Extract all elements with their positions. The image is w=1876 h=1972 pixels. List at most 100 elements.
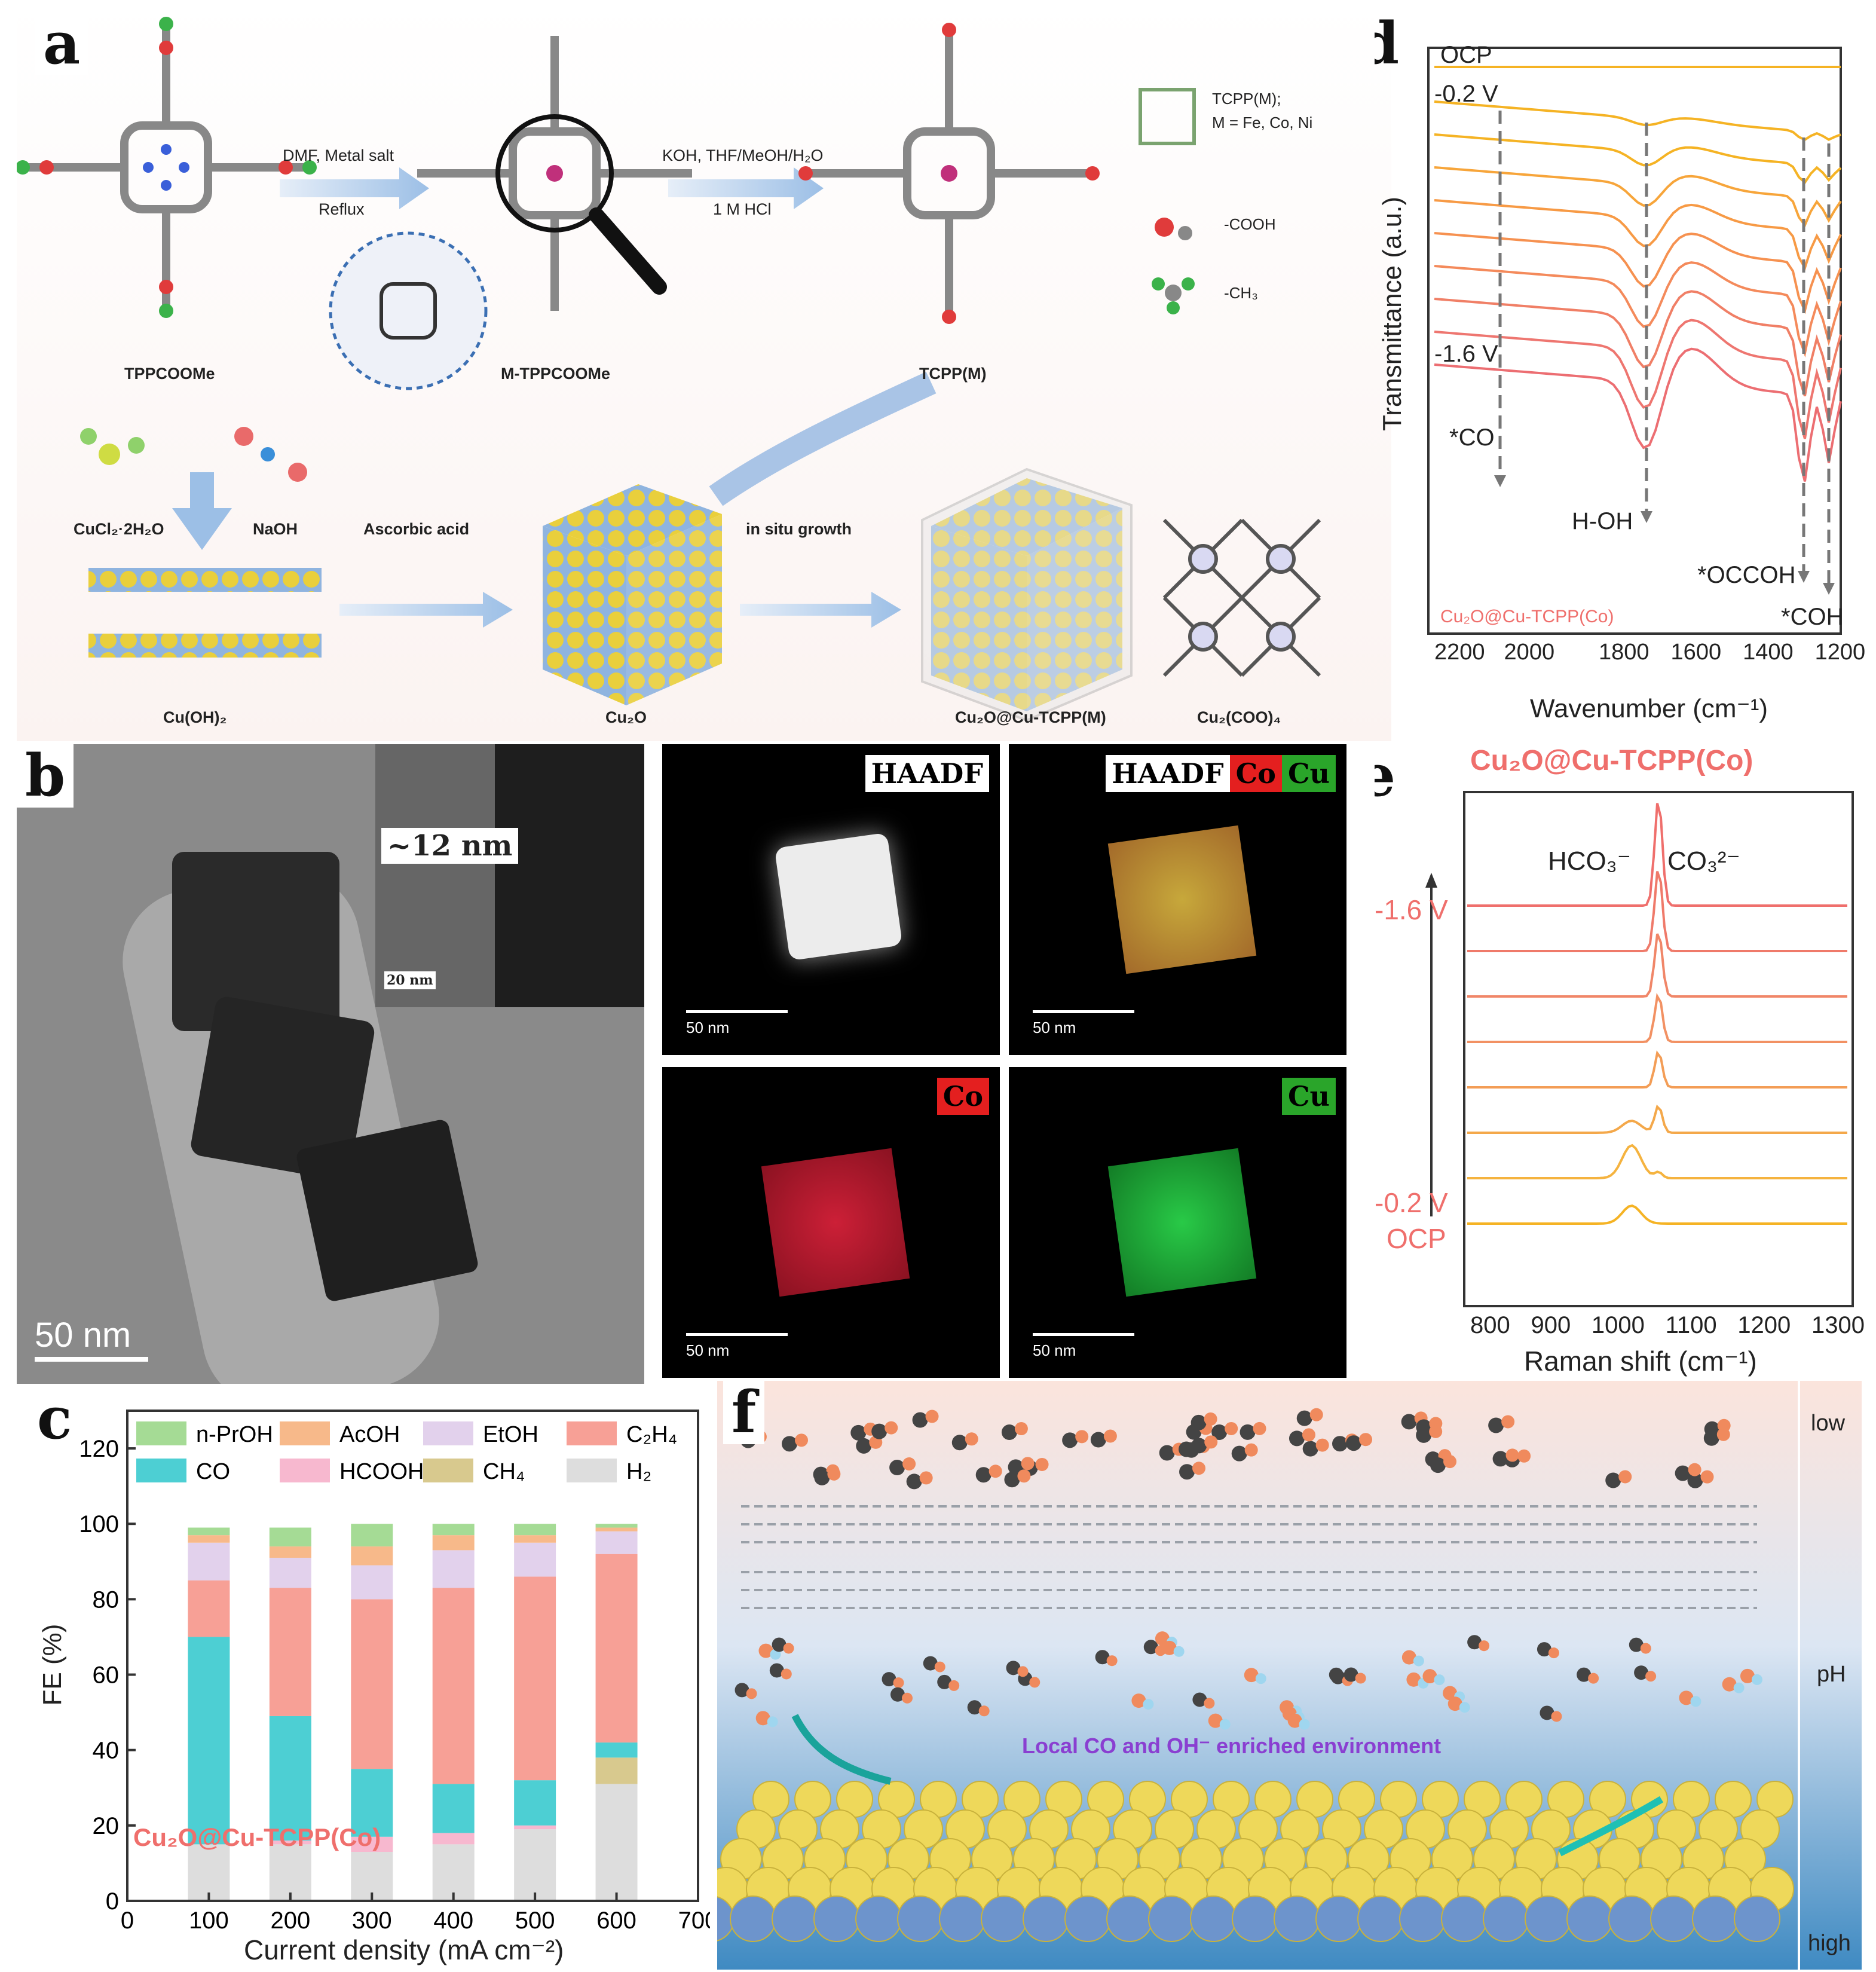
raman-xticks: 800 900 1000 1100 1200 1300 [1470, 1312, 1865, 1339]
label-cucl2: CuCl₂·2H₂O [74, 520, 164, 538]
x-tick-label: 300 [352, 1907, 392, 1934]
co-molecule [923, 1656, 938, 1671]
legend-label: CO [196, 1459, 230, 1484]
arrow-step2 [668, 167, 824, 209]
co-molecule [1179, 1464, 1195, 1480]
label-m-tppcoome: M-TPPCOOMe [501, 365, 611, 383]
tem-image: 20 nm ~12 nm 50 nm [17, 744, 644, 1384]
co-molecule [1634, 1665, 1649, 1680]
label-step4: in situ growth [746, 520, 852, 538]
co-molecule [735, 1683, 749, 1698]
map-tag: Cu [1281, 1078, 1336, 1115]
raman-ocp: OCP [1387, 1223, 1446, 1254]
bar-segment [514, 1524, 556, 1536]
label-tcpp-line1: TCPP(M); [1212, 90, 1281, 108]
co-molecule [1192, 1692, 1207, 1707]
mof-layers [741, 1505, 1757, 1609]
reagent-molecules [80, 427, 307, 482]
legend-label: HCOOH [339, 1459, 424, 1484]
bar-segment [188, 1527, 230, 1536]
label-cu2o-cu-tcpp: Cu₂O@Cu-TCPP(M) [955, 708, 1106, 726]
legend-swatch [280, 1421, 330, 1445]
bar-segment [595, 1524, 638, 1528]
spectrum-curve [1434, 290, 1842, 397]
co-molecule [890, 1687, 905, 1702]
panel-a-label: a [35, 12, 89, 75]
ftir-peak-co: *CO [1449, 424, 1495, 451]
map-haadf: HAADF 50 nm [662, 744, 1000, 1055]
label-ch3: -CH₃ [1224, 284, 1258, 302]
core-shell-cube [921, 467, 1133, 722]
bar-segment [269, 1840, 311, 1845]
panel-e: e Cu₂O@Cu-TCPP(Co) HCO₃⁻ CO₃²⁻ -1.6 V -0… [1375, 744, 1876, 1390]
ftir-peak-hoh: H-OH [1572, 508, 1633, 534]
oh-ion [755, 1711, 770, 1726]
co-molecule [1095, 1650, 1110, 1665]
panel-e-label: e [1375, 744, 1396, 809]
co-molecule [1179, 1441, 1195, 1457]
co-molecule [882, 1672, 896, 1687]
map-tag: Co [937, 1078, 989, 1115]
co-molecule [1008, 1459, 1024, 1475]
co-molecule [889, 1460, 905, 1476]
ftir-peak-coh: *COH [1781, 604, 1844, 630]
oh-ion [758, 1643, 773, 1658]
ftir-xtick: 1600 [1670, 640, 1722, 665]
bar-segment [351, 1565, 393, 1600]
bar-segment [432, 1844, 475, 1901]
oh-ion [1740, 1668, 1755, 1683]
co-molecule [782, 1436, 798, 1452]
oh-ion [1208, 1713, 1223, 1728]
ftir-ocp: OCP [1440, 42, 1492, 68]
co-molecule [1211, 1424, 1228, 1440]
co-molecule [1629, 1637, 1644, 1652]
oh-ion [1679, 1690, 1694, 1705]
raman-xtick: 1100 [1665, 1312, 1717, 1338]
map-scale: 50 nm [686, 1341, 730, 1359]
co-molecule [1004, 1472, 1020, 1488]
bar-segment [351, 1836, 393, 1852]
raman-title: Cu₂O@Cu-TCPP(Co) [1470, 745, 1753, 776]
spectrum-curve [1434, 319, 1842, 439]
legend-label: CH₄ [483, 1459, 525, 1484]
ftir-sample: Cu₂O@Cu-TCPP(Co) [1440, 607, 1614, 626]
co-molecule [772, 1637, 786, 1652]
bar-segment [432, 1535, 475, 1551]
arrow-tcpp-to-cu2o [709, 371, 937, 506]
panel-f-label: f [723, 1381, 765, 1444]
co-molecule [1537, 1642, 1551, 1657]
co-molecule [769, 1663, 784, 1678]
ftir-xtick: 1800 [1599, 640, 1649, 665]
panel-f: f Local CO and OH⁻ enriched environment … [717, 1381, 1862, 1970]
co-molecule [856, 1438, 872, 1454]
legend-label: n-PrOH [196, 1422, 273, 1447]
bar-segment [595, 1757, 638, 1784]
arrow-down-cuoh2 [172, 472, 232, 550]
x-tick-label: 600 [596, 1907, 636, 1934]
bar-segment [432, 1784, 475, 1833]
raman-chart [1425, 791, 1854, 1307]
ph-high: high [1808, 1931, 1851, 1956]
legend-swatch [423, 1459, 473, 1482]
bar-segment [595, 1742, 638, 1758]
legend-swatch [567, 1421, 617, 1445]
x-tick-label: 700 [678, 1907, 710, 1934]
bar-segment [595, 1784, 638, 1901]
bar-segment [269, 1716, 311, 1841]
ph-low: low [1811, 1411, 1846, 1436]
raman-curve [1467, 803, 1847, 907]
label-cuoh2: Cu(OH)₂ [163, 708, 227, 726]
co-molecule [1302, 1441, 1318, 1457]
co-molecule [1467, 1635, 1482, 1650]
oh-ion [1422, 1669, 1437, 1684]
reaction-arrow [791, 1714, 892, 1785]
map-tag: HAADF [1106, 755, 1230, 792]
raman-curve [1467, 1050, 1847, 1089]
label-tppcoome: TPPCOOMe [124, 365, 215, 383]
ftir-vbottom: -1.6 V [1434, 341, 1498, 367]
raman-curve [1467, 871, 1847, 952]
label-step1-bottom: Reflux [319, 200, 365, 218]
co-molecule [850, 1424, 867, 1441]
co-molecule [975, 1467, 991, 1483]
co-molecule [1330, 1670, 1345, 1684]
